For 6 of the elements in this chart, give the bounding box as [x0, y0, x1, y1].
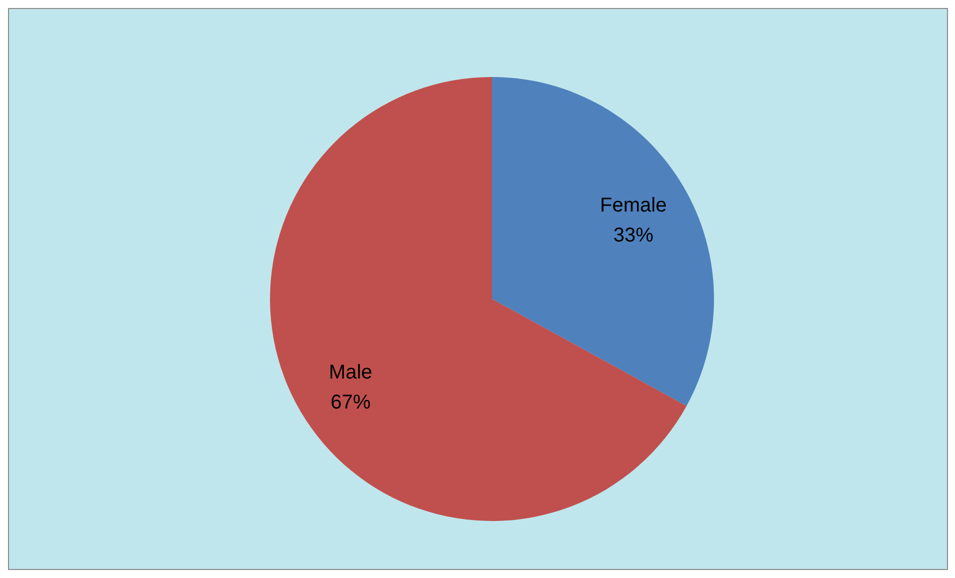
slice-label: Female	[600, 194, 667, 216]
pie-slice	[270, 77, 687, 521]
slice-label: Male	[328, 362, 372, 384]
pie-slice	[492, 77, 714, 406]
data-label: 33%	[613, 224, 654, 246]
data-label: 67%	[330, 392, 371, 414]
